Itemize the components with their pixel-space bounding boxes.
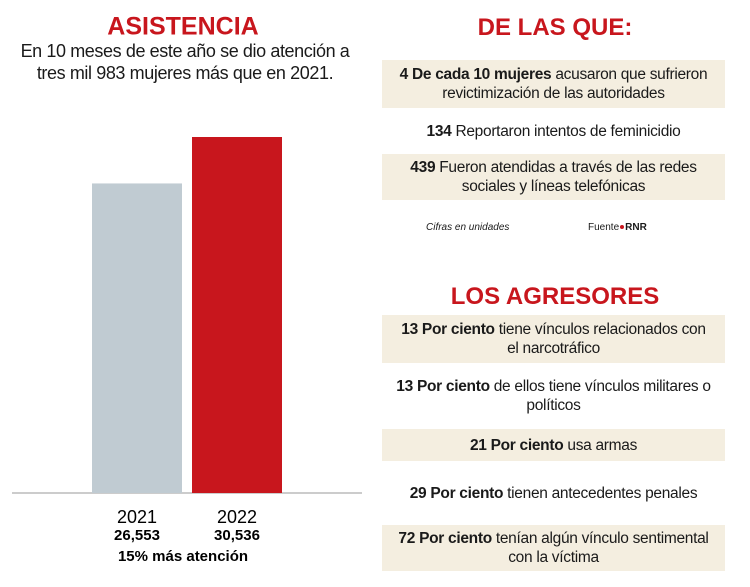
fact-body: Fueron atendidas a través de las redes s… [439,159,697,195]
dot [620,224,625,229]
fact-body: de ellos tiene vínculos militares o polí… [493,378,711,414]
fact-figure: 4 De cada 10 mujeres [399,66,552,83]
fact-text: 439 Fueron atendidas a través de las rede… [396,158,711,196]
fact-figure: 29 Por ciento [409,484,504,502]
fact-text: 29 Por ciento tienen antecedentes penales [410,484,698,503]
fact-text: 13 Por ciento tiene vínculos relacionados… [396,320,711,358]
source-label: Fuente [588,222,620,233]
fact-figure: 13 Por ciento [401,321,495,338]
fact: 134 Reportaron intentos de feminicidio [382,117,725,145]
fact-figure: 13 Por ciento [396,378,490,395]
chart-title: ASISTENCIA [107,13,258,41]
fact-figure: 72 Por ciento [398,530,492,547]
fact-list: 4 De cada 10 mujeres acusaron que sufrier… [382,60,725,209]
section-title: LOS AGRESORES [450,283,660,310]
fact-text: 134 Reportaron intentos de feminicidio [427,122,681,141]
value-label: 30,536 [214,527,260,544]
section-title: DE LAS QUE: [477,14,633,41]
fact-figure: 439 [410,159,436,176]
fact-text: 13 Por ciento de ellos tiene vínculos mil… [396,377,711,415]
fact-list: 13 Por ciento tiene vínculos relacionados… [382,315,725,580]
fact-body: usa armas [567,436,638,454]
annotation: 15% más atención [118,548,248,565]
fact: 4 De cada 10 mujeres acusaron que sufrier… [382,60,725,108]
fact-body: tiene vínculos relacionados con el narco… [498,321,706,357]
chart-subtitle: En 10 meses de este año se dio atención … [20,41,350,83]
fact-body: tienen antecedentes penales [507,484,698,502]
fact-body: tenían algún vínculo sentimental con la … [495,530,709,566]
fact: 13 Por ciento de ellos tiene vínculos mil… [382,372,725,420]
x-tick-label: 2022 [217,507,257,527]
fact: 72 Por ciento tenían algún vínculo sentim… [382,525,725,571]
fact: 13 Por ciento tiene vínculos relacionados… [382,315,725,363]
bar [192,137,282,493]
value-label: 26,553 [114,527,160,544]
bar [92,183,182,493]
x-tick-label: 2021 [117,507,157,527]
fact: 439 Fueron atendidas a través de las rede… [382,154,725,200]
source-name: RNR [625,222,647,233]
fact-text: 72 Por ciento tenían algún vínculo sentim… [396,529,711,567]
fact-text: 4 De cada 10 mujeres acusaron que sufrier… [396,65,711,103]
fact: 21 Por ciento usa armas [382,429,725,461]
fact-body: Reportaron intentos de feminicidio [455,122,681,140]
fact-text: 21 Por ciento usa armas [470,436,637,455]
fact-figure: 21 Por ciento [469,436,564,454]
fact-body: acusaron que sufrieron revictimización d… [442,66,708,102]
source: Fuente RNR [588,222,647,233]
fact: 29 Por ciento tienen antecedentes penales [382,470,725,516]
note: Cifras en unidades [426,222,510,233]
fact-figure: 134 [426,122,452,140]
